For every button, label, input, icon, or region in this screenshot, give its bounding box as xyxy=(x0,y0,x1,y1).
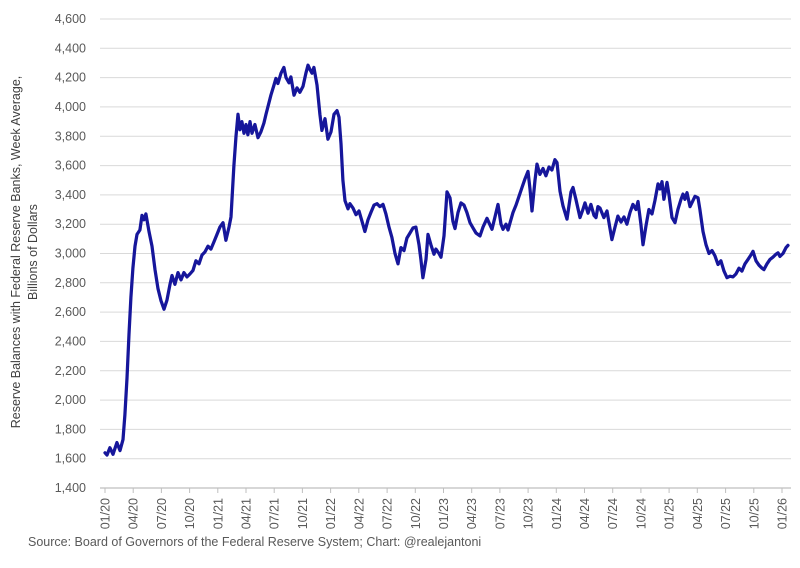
x-tick-label: 07/21 xyxy=(268,498,282,529)
y-tick-label: 2,800 xyxy=(55,276,86,290)
y-tick-label: 2,600 xyxy=(55,305,86,319)
x-tick-label: 10/23 xyxy=(522,498,536,529)
y-axis-title-line2: Billions of Dollars xyxy=(26,204,40,300)
y-tick-label: 4,200 xyxy=(55,71,86,85)
x-tick-label: 07/20 xyxy=(155,498,169,529)
series-line xyxy=(103,63,790,457)
x-tick-label: 01/22 xyxy=(324,498,338,529)
x-tick-label: 10/21 xyxy=(296,498,310,529)
x-tick-label: 01/20 xyxy=(99,498,113,529)
x-tick-label: 04/20 xyxy=(127,498,141,529)
y-tick-label: 2,400 xyxy=(55,334,86,348)
y-tick-label: 2,200 xyxy=(55,364,86,378)
y-tick-label: 3,000 xyxy=(55,247,86,261)
x-tick-label: 01/25 xyxy=(663,498,677,529)
x-tick-label: 07/25 xyxy=(719,498,733,529)
x-tick-label: 04/22 xyxy=(352,498,366,529)
x-tick-label: 04/21 xyxy=(240,498,254,529)
y-tick-label: 4,000 xyxy=(55,100,86,114)
y-tick-label: 4,600 xyxy=(55,12,86,26)
x-tick-label: 04/25 xyxy=(691,498,705,529)
y-tick-label: 1,400 xyxy=(55,481,86,495)
x-tick-label: 07/24 xyxy=(606,498,620,529)
y-tick-label: 4,400 xyxy=(55,41,86,55)
y-tick-label: 3,200 xyxy=(55,217,86,231)
y-axis-title-line1: Reserve Balances with Federal Reserve Ba… xyxy=(9,75,23,429)
x-tick-label: 01/24 xyxy=(550,498,564,529)
x-tick-label: 10/22 xyxy=(409,498,423,529)
x-tick-label: 07/22 xyxy=(381,498,395,529)
y-tick-label: 3,400 xyxy=(55,188,86,202)
x-tick-label: 10/24 xyxy=(634,498,648,529)
x-tick-label: 04/24 xyxy=(578,498,592,529)
x-tick-label: 01/26 xyxy=(776,498,790,529)
y-tick-label: 2,000 xyxy=(55,393,86,407)
y-tick-label: 3,800 xyxy=(55,129,86,143)
y-tick-label: 1,600 xyxy=(55,452,86,466)
source-note: Source: Board of Governors of the Federa… xyxy=(28,535,482,549)
x-tick-label: 10/25 xyxy=(747,498,761,529)
x-tick-label: 01/23 xyxy=(437,498,451,529)
y-axis-title: Reserve Balances with Federal Reserve Ba… xyxy=(8,12,42,492)
x-tick-label: 01/21 xyxy=(211,498,225,529)
y-tick-label: 1,800 xyxy=(55,422,86,436)
x-tick-label: 10/20 xyxy=(183,498,197,529)
y-tick-label: 3,600 xyxy=(55,159,86,173)
x-tick-label: 04/23 xyxy=(465,498,479,529)
x-tick-label: 07/23 xyxy=(493,498,507,529)
